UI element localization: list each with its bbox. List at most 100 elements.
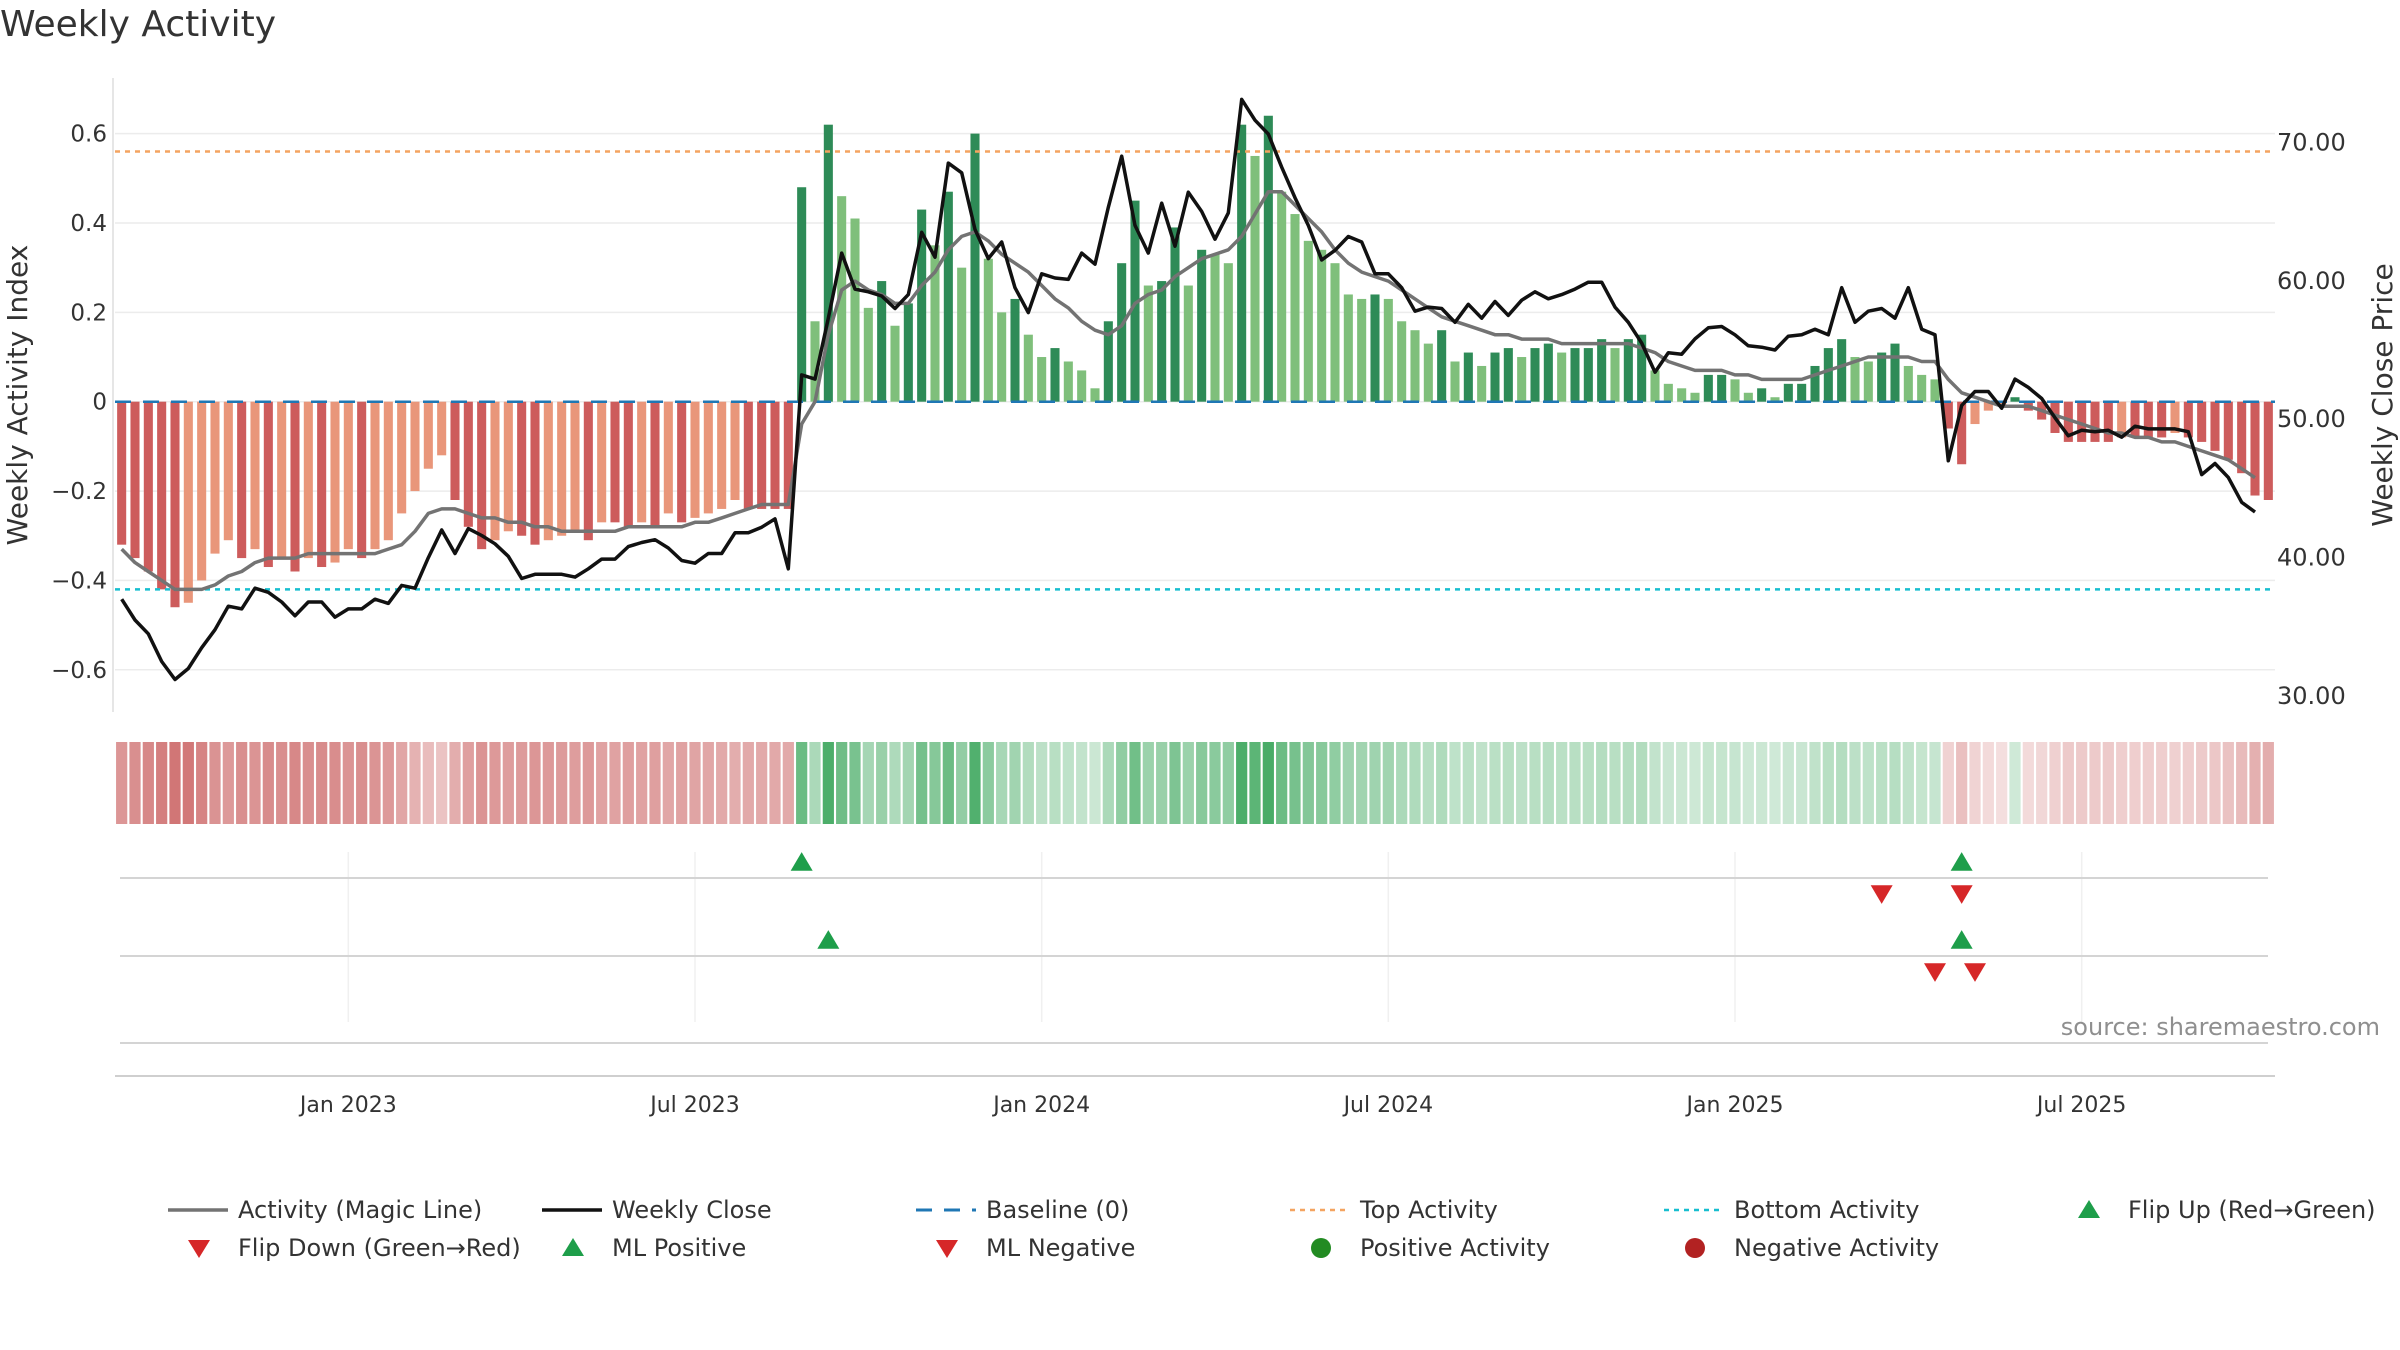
activity-bar	[983, 258, 993, 402]
heat-strip-cell	[2089, 742, 2101, 824]
heat-strip-cell	[142, 742, 154, 824]
right-tick-label: 40.00	[2277, 544, 2346, 572]
heat-strip-cell	[2009, 742, 2021, 824]
activity-bar	[757, 401, 767, 509]
activity-bar	[1077, 370, 1087, 402]
heat-strip-cell	[969, 742, 981, 824]
heat-strip-cell	[2049, 742, 2061, 824]
heat-strip-cell	[1449, 742, 1461, 824]
magic-line	[120, 189, 2256, 592]
heat-strip-cell	[2022, 742, 2034, 824]
x-tick-label: Jul 2024	[1342, 1093, 1434, 1118]
heat-strip-cell	[182, 742, 194, 824]
left-tick-label: 0.2	[70, 300, 107, 326]
heat-strip-cell	[1276, 742, 1288, 824]
heat-strip-cell	[1849, 742, 1861, 824]
heat-strip-cell	[1876, 742, 1888, 824]
activity-bar	[1490, 352, 1500, 402]
heat-strip-cell	[689, 742, 701, 824]
heat-strip-cell	[902, 742, 914, 824]
activity-bar	[1997, 401, 2007, 407]
activity-bar	[1690, 392, 1700, 402]
activity-bar	[1343, 294, 1353, 402]
heat-strip-cell	[1076, 742, 1088, 824]
activity-bar	[1863, 361, 1873, 402]
heat-strip-cell	[609, 742, 621, 824]
heat-strip-cell	[836, 742, 848, 824]
activity-bar	[1957, 401, 1967, 465]
heat-strip-cell	[2249, 742, 2261, 824]
activity-bar	[877, 281, 887, 402]
activity-bar	[1303, 240, 1313, 402]
activity-bar	[2183, 401, 2193, 438]
activity-bar	[1730, 379, 1740, 402]
activity-bar	[1237, 124, 1247, 402]
heat-strip-cell	[329, 742, 341, 824]
heat-strip-cell	[942, 742, 954, 824]
heat-strip-cell	[1049, 742, 1061, 824]
activity-bar	[1810, 365, 1820, 402]
heat-strip-cell	[169, 742, 181, 824]
activity-bar	[423, 401, 433, 469]
flip-up-marker	[790, 852, 813, 871]
heat-strip-cell	[1916, 742, 1928, 824]
heat-strip-cell	[956, 742, 968, 824]
heat-strip-cell	[1329, 742, 1341, 824]
activity-bar	[1557, 352, 1567, 402]
activity-bar	[2130, 401, 2140, 438]
heat-strip-cell	[2182, 742, 2194, 824]
flip-up-marker	[1950, 930, 1973, 949]
heat-strip-cell	[1209, 742, 1221, 824]
activity-bar	[1797, 383, 1807, 402]
heat-strip-cell	[2129, 742, 2141, 824]
activity-bar	[2063, 401, 2073, 442]
heat-strip-cell	[636, 742, 648, 824]
heat-strip-cell	[209, 742, 221, 824]
activity-bar	[530, 401, 540, 545]
activity-bar	[823, 124, 833, 402]
heat-strip-cell	[1302, 742, 1314, 824]
heat-strip-cell	[756, 742, 768, 824]
heat-strip-cell	[1982, 742, 1994, 824]
heat-strip-cell	[649, 742, 661, 824]
x-tick-label: Jan 2024	[991, 1093, 1090, 1118]
activity-bar	[517, 401, 527, 536]
activity-bar	[703, 401, 713, 514]
activity-bar	[1210, 254, 1220, 402]
activity-bar	[1477, 365, 1487, 402]
heat-strip-cell	[1169, 742, 1181, 824]
activity-bar	[1663, 383, 1673, 402]
activity-bar	[290, 401, 300, 572]
heat-strip-cell	[582, 742, 594, 824]
heat-strip-cell	[1782, 742, 1794, 824]
heat-strip-cell	[1569, 742, 1581, 824]
activity-bar	[1717, 374, 1727, 402]
weekly-close-line	[120, 97, 2257, 682]
activity-bar	[1197, 249, 1207, 402]
heat-strip-cell	[782, 742, 794, 824]
activity-bar	[1250, 155, 1260, 402]
heat-strip-cell	[1756, 742, 1768, 824]
heat-strip-cell	[1182, 742, 1194, 824]
activity-bar	[783, 401, 793, 509]
activity-bar	[903, 303, 913, 402]
activity-bar	[1597, 339, 1607, 402]
heat-strip-cell	[1409, 742, 1421, 824]
heat-strip-cell	[1262, 742, 1274, 824]
activity-bar	[463, 401, 473, 527]
heat-strip-cell	[1796, 742, 1808, 824]
activity-bar	[437, 401, 447, 456]
activity-bar	[770, 401, 780, 509]
heat-strip-cell	[2076, 742, 2088, 824]
heat-strip-cell	[342, 742, 354, 824]
activity-bar	[1877, 352, 1887, 402]
heat-strip-cell	[1689, 742, 1701, 824]
heat-strip-cell	[809, 742, 821, 824]
heat-strip-cell	[422, 742, 434, 824]
activity-bar	[2117, 401, 2127, 438]
heat-strip-cell	[1356, 742, 1368, 824]
heat-strip-cell	[1582, 742, 1594, 824]
activity-bar	[397, 401, 407, 514]
left-tick-label: −0.6	[51, 658, 107, 684]
activity-bar	[1677, 388, 1687, 402]
